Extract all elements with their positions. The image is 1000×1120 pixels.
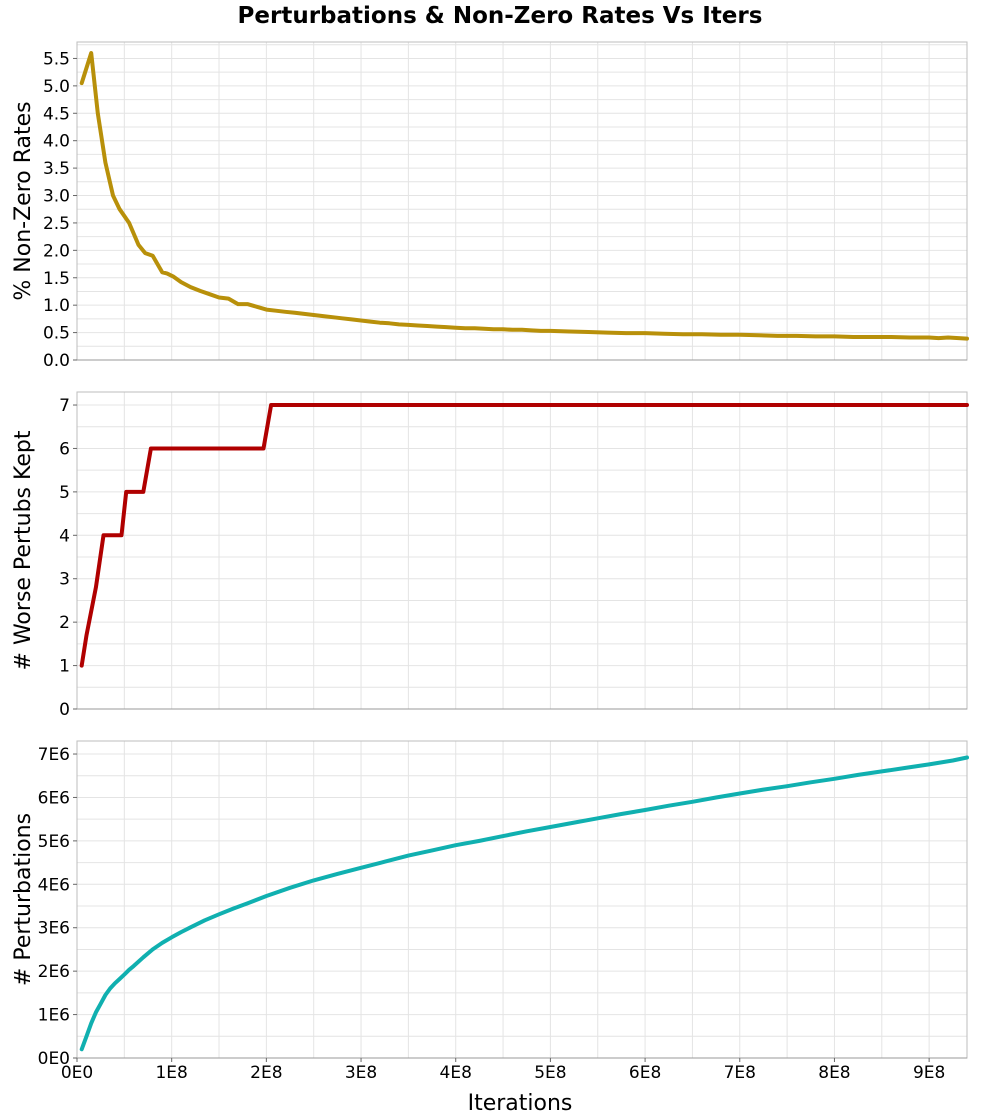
y-tick-label: 3E6 <box>38 919 70 939</box>
x-tick-label: 1E8 <box>155 1063 187 1083</box>
y-axis-label: % Non-Zero Rates <box>11 101 36 300</box>
chart-panel-1: 0.0 0.5 1.0 1.5 2.0 2.5 3.0 3.5 4.0 4.5 5.0 5.5 % No… <box>11 41 969 371</box>
y-tick-label: 6 <box>59 439 70 459</box>
y-tick-label: 1E6 <box>38 1006 70 1026</box>
series-line <box>79 403 969 668</box>
x-tick-label: 4E8 <box>440 1063 472 1083</box>
y-tick-label: 3.0 <box>43 187 70 207</box>
x-tick-label: 9E8 <box>913 1063 945 1083</box>
y-tick-label: 6E6 <box>38 788 70 808</box>
y-tick-label: 0E0 <box>38 1049 70 1069</box>
x-tick-label: 7E8 <box>724 1063 756 1083</box>
y-tick-label: 2.0 <box>43 241 70 261</box>
x-tick-label: 0E0 <box>61 1063 93 1083</box>
y-tick-label: 1.5 <box>43 269 70 289</box>
y-tick-label: 7 <box>59 396 70 416</box>
x-tick-label: 3E8 <box>345 1063 377 1083</box>
y-tick-label: 4.0 <box>43 132 70 152</box>
y-tick-label: 5E6 <box>38 832 70 852</box>
chart-panels: 0.0 0.5 1.0 1.5 2.0 2.5 3.0 3.5 4.0 4.5 5.0 5.5 % No… <box>11 41 969 1116</box>
y-axis-label: # Perturbations <box>11 813 36 986</box>
y-axis-label: # Worse Pertubs Kept <box>11 430 36 670</box>
y-tick-label: 0.0 <box>43 351 70 371</box>
y-tick-label: 0.5 <box>43 324 70 344</box>
series-line <box>79 755 969 1052</box>
x-tick-label: 8E8 <box>818 1063 850 1083</box>
chart-panel-3: 0E0 1E6 2E6 3E6 4E6 5E6 6E6 7E6 # Perturbations 0… <box>11 740 969 1116</box>
plot-frame <box>76 41 968 361</box>
y-tick-label: 0 <box>59 700 70 720</box>
series-line <box>79 51 969 341</box>
y-tick-label: 5 <box>59 483 70 503</box>
plot-frame <box>76 391 968 710</box>
x-tick-label: 6E8 <box>629 1063 661 1083</box>
y-tick-label: 2.5 <box>43 214 70 234</box>
y-tick-label: 7E6 <box>38 745 70 765</box>
y-tick-label: 1.0 <box>43 296 70 316</box>
y-tick-label: 2 <box>59 613 70 633</box>
y-tick-label: 1 <box>59 657 70 677</box>
y-tick-label: 4E6 <box>38 875 70 895</box>
y-tick-label: 4 <box>59 526 70 546</box>
figure-title: Perturbations & Non-Zero Rates Vs Iters <box>238 3 763 29</box>
chart-panel-2: 0 1 2 3 4 5 6 7 # Worse Pertubs Kept <box>11 391 969 720</box>
plot-frame <box>76 740 968 1059</box>
y-tick-label: 5.0 <box>43 77 70 97</box>
y-tick-label: 2E6 <box>38 962 70 982</box>
y-tick-label: 4.5 <box>43 104 70 124</box>
x-tick-label: 2E8 <box>250 1063 282 1083</box>
y-tick-label: 5.5 <box>43 49 70 69</box>
y-tick-label: 3.5 <box>43 159 70 179</box>
x-tick-label: 5E8 <box>534 1063 566 1083</box>
x-axis-label: Iterations <box>468 1091 573 1116</box>
y-tick-label: 3 <box>59 570 70 590</box>
